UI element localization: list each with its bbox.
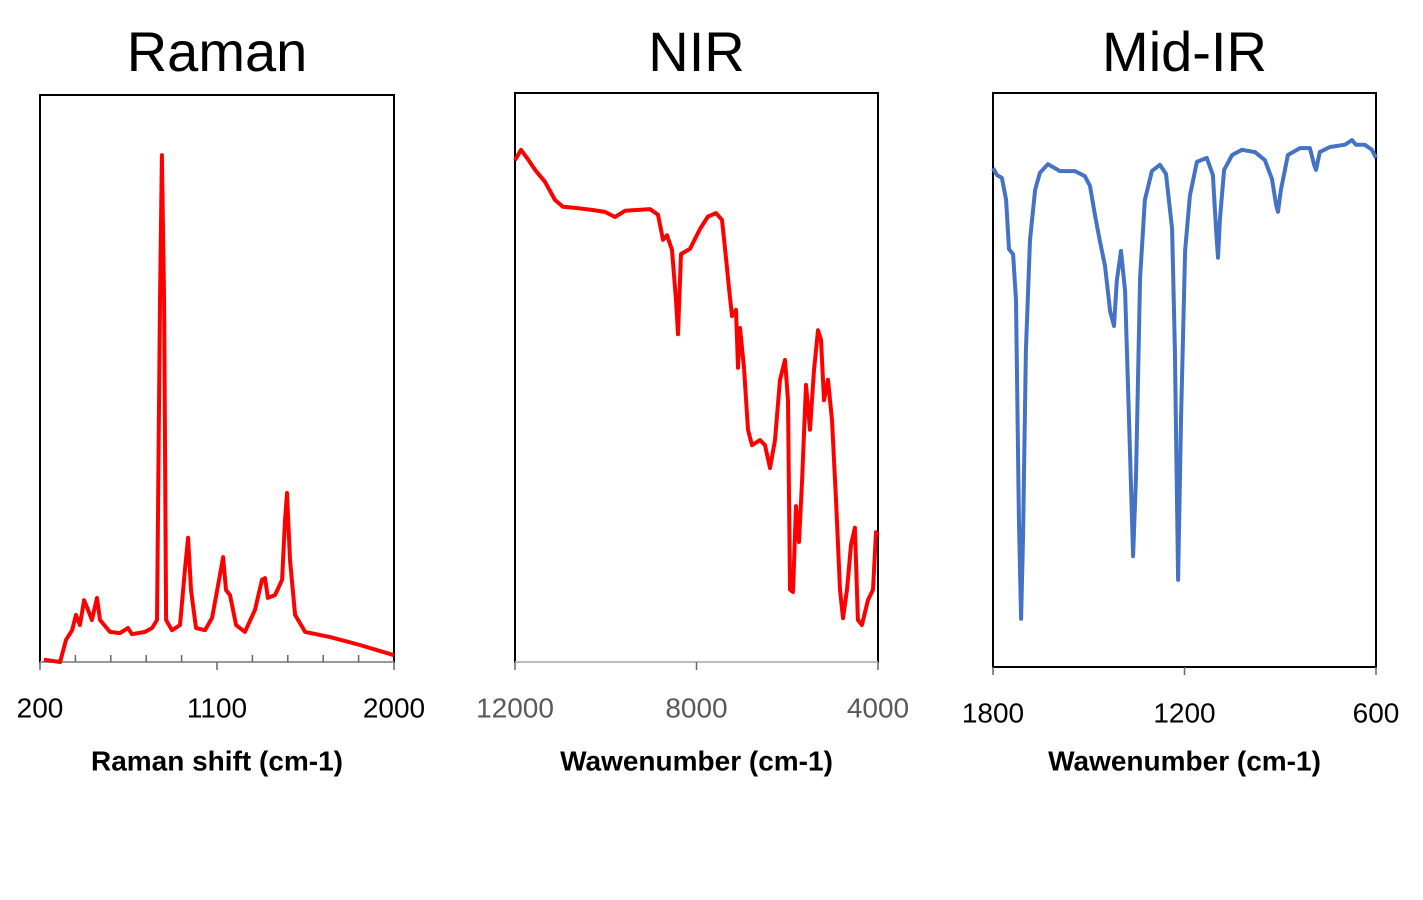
x-axis-label: Raman shift (cm-1) [91,745,343,776]
spectrum-line [513,147,880,627]
x-axis-label: Wawenumber (cm-1) [1048,745,1321,776]
chart-title: Raman [127,20,308,83]
x-tick-label: 4000 [847,692,909,723]
x-tick-label: 600 [1353,697,1400,728]
plot-frame [992,92,1377,668]
x-axis-label: Wawenumber (cm-1) [560,745,833,776]
spectrum-line [43,153,395,664]
x-tick-label: 2000 [363,692,425,723]
chart-title: Mid-IR [1102,20,1267,83]
x-tick-label: 12000 [476,692,554,723]
spectrum-line [991,138,1378,621]
x-tick-label: 200 [17,692,64,723]
x-tick-label: 1100 [187,692,247,723]
x-tick-label: 1200 [1153,697,1215,728]
x-tick-label: 1800 [962,697,1024,728]
chart-title: NIR [648,20,744,83]
x-tick-label: 8000 [665,692,727,723]
plot-frame [39,94,395,663]
